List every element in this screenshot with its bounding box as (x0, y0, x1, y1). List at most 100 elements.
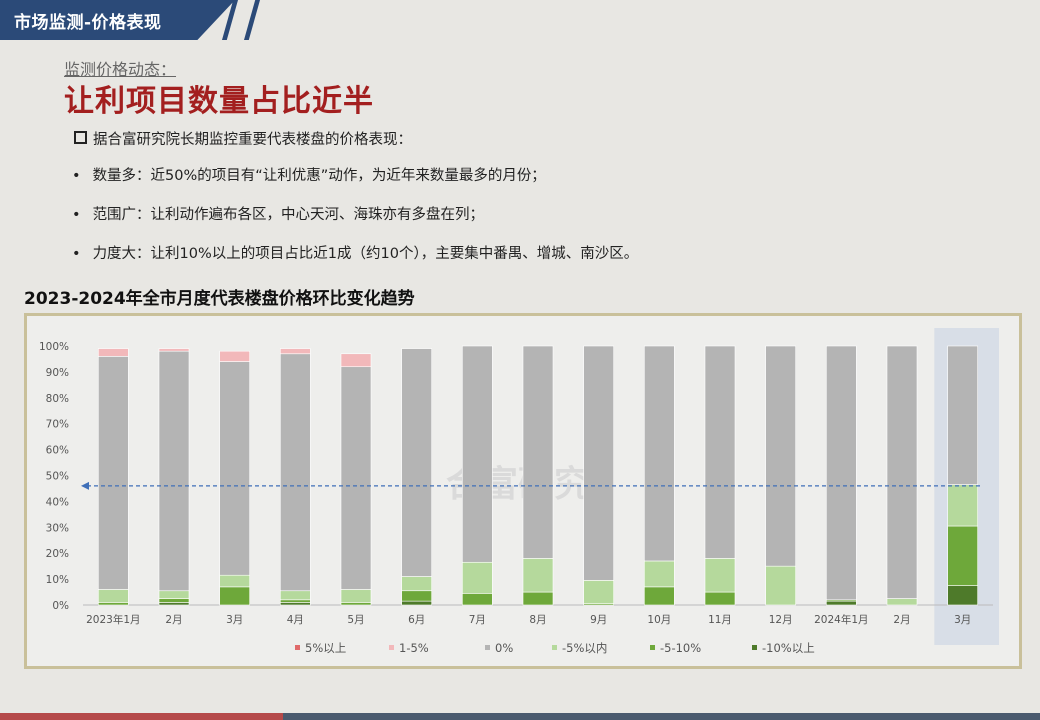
x-tick-label: 10月 (647, 614, 671, 626)
x-tick-label: 12月 (769, 614, 793, 626)
bar-segment (644, 345, 675, 562)
bar-segment (280, 602, 311, 606)
chart-title: 2023-2024年全市月度代表楼盘价格环比变化趋势 (24, 289, 415, 309)
bar-segment (401, 348, 432, 577)
header-stripe (244, 0, 260, 40)
legend-label: -5-10% (660, 641, 701, 655)
x-tick-label: 2024年1月 (814, 613, 868, 626)
x-tick-label: 7月 (469, 614, 486, 626)
bar-segment (947, 525, 978, 586)
y-tick-label: 40% (46, 496, 69, 508)
bar-segment (280, 599, 311, 603)
bullet-item: 范围广：让利动作遍布各区，中心天河、海珠亦有多盘在列； (72, 205, 638, 225)
bar-segment (280, 348, 311, 355)
bar-segment (158, 590, 190, 599)
stacked-bar-chart: 合富研究0%10%20%30%40%50%60%70%80%90%100%202… (39, 328, 999, 655)
bar-segment (98, 356, 129, 590)
section-subtitle: 监测价格动态： (64, 60, 177, 79)
y-tick-label: 70% (46, 419, 69, 431)
bar-segment (644, 560, 675, 588)
bar-segment (158, 348, 190, 352)
reference-arrow-icon (81, 481, 89, 490)
bar-segment (826, 600, 857, 606)
footer-bar-blue (283, 713, 1040, 720)
bar-segment (462, 345, 493, 563)
bar-segment (280, 590, 311, 601)
bar-segment (826, 345, 857, 601)
y-tick-label: 100% (39, 341, 69, 353)
bar-segment (219, 361, 250, 576)
legend-swatch (389, 645, 394, 650)
bar-segment (98, 602, 129, 606)
bar-segment (462, 593, 493, 606)
main-title: 让利项目数量占比近半 (64, 84, 374, 119)
x-tick-label: 5月 (347, 614, 364, 626)
bar-segment (280, 353, 311, 592)
bar-segment (947, 345, 978, 485)
legend-swatch (295, 645, 300, 650)
x-tick-label: 2月 (893, 614, 910, 626)
y-tick-label: 30% (46, 522, 69, 534)
bar-segment (340, 589, 372, 603)
legend-label: -10%以上 (762, 641, 815, 655)
bar-segment (704, 558, 736, 593)
bar-segment (158, 598, 190, 603)
bar-segment (644, 586, 675, 606)
x-tick-label: 6月 (408, 614, 425, 626)
bar-segment (583, 580, 614, 605)
bar-segment (158, 602, 190, 606)
x-tick-label: 3月 (954, 614, 971, 626)
bar-segment (98, 348, 129, 357)
header-title: 市场监测-价格表现 (14, 13, 162, 33)
bar-segment (522, 345, 554, 559)
legend-swatch (752, 645, 757, 650)
legend-label: 5%以上 (305, 641, 346, 655)
y-tick-label: 60% (46, 445, 69, 457)
bullet-list: 数量多：近50%的项目有“让利优惠”动作，为近年来数量最多的月份； 范围广：让利… (72, 166, 639, 283)
bar-segment (947, 484, 978, 527)
bar-segment (704, 345, 736, 559)
bar-segment (704, 591, 736, 606)
x-tick-label: 4月 (287, 614, 304, 626)
legend-label: -5%以内 (562, 641, 607, 655)
intro-text: 据合富研究院长期监控重要代表楼盘的价格表现： (93, 132, 412, 148)
checkbox-bullet-icon (74, 131, 87, 144)
bar-segment (947, 585, 978, 606)
bar-segment (462, 561, 493, 594)
bar-segment (583, 345, 614, 581)
bar-segment (340, 602, 372, 606)
y-tick-label: 50% (46, 471, 69, 483)
x-tick-label: 2023年1月 (86, 613, 140, 626)
y-tick-label: 10% (46, 574, 69, 586)
bar-segment (522, 591, 554, 606)
bar-segment (886, 598, 918, 606)
x-tick-label: 8月 (529, 614, 546, 626)
bar-segment (886, 345, 918, 599)
header-banner (0, 0, 235, 40)
y-tick-label: 90% (46, 367, 69, 379)
bar-segment (219, 586, 250, 606)
x-tick-label: 2月 (165, 614, 182, 626)
bar-segment (765, 565, 796, 606)
bar-segment (401, 576, 432, 592)
intro-line: 据合富研究院长期监控重要代表楼盘的价格表现： (74, 128, 412, 149)
bar-segment (765, 345, 796, 567)
chart-frame: 合富研究 0% 10% 20% 30% 40% 50% 60% 70% 80% 90% 100% 202… (24, 313, 1022, 669)
bar-segment (158, 350, 190, 592)
x-tick-label: 11月 (708, 614, 732, 626)
legend-swatch (485, 645, 490, 650)
bar-segment (401, 590, 432, 602)
bar-segment (401, 600, 432, 606)
bar-segment (219, 574, 250, 588)
legend-label: 0% (495, 641, 513, 655)
y-tick-label: 0% (52, 600, 69, 612)
bar-segment (219, 350, 250, 362)
bar-segment (340, 353, 372, 368)
bullet-item: 力度大：让利10%以上的项目占比近1成（约10个），主要集中番禺、增城、南沙区。 (72, 244, 639, 264)
bullet-item: 数量多：近50%的项目有“让利优惠”动作，为近年来数量最多的月份； (72, 166, 638, 186)
y-tick-label: 20% (46, 548, 69, 560)
legend-swatch (552, 645, 557, 650)
x-tick-label: 3月 (226, 614, 243, 626)
bar-segment (340, 366, 372, 590)
bar-segment (98, 589, 129, 603)
